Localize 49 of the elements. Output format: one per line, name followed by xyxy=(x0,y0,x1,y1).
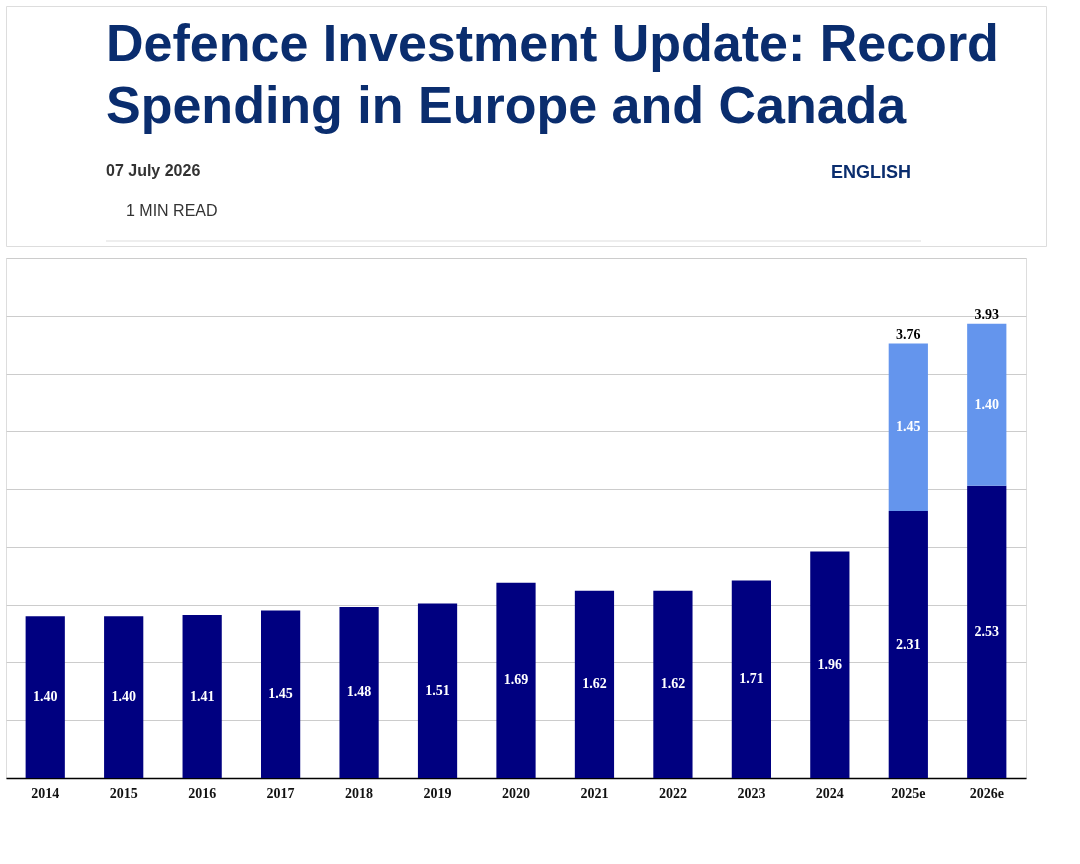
bar xyxy=(574,590,615,778)
data-label: 2.53 xyxy=(974,623,1000,639)
bar xyxy=(339,606,379,778)
bar xyxy=(888,343,928,512)
data-label: 1.69 xyxy=(503,672,529,688)
bar xyxy=(888,511,928,778)
bar xyxy=(496,582,536,778)
x-tick-label: 2016 xyxy=(188,785,217,801)
x-tick-label: 2026e xyxy=(969,785,1004,801)
bar xyxy=(25,616,65,778)
bar xyxy=(104,616,144,778)
bar xyxy=(967,485,1007,778)
bar xyxy=(967,323,1007,486)
x-tick-label: 2025e xyxy=(891,785,926,801)
data-label: 1.51 xyxy=(425,682,450,698)
data-label: 1.48 xyxy=(346,684,372,700)
total-label: 3.93 xyxy=(974,306,1000,322)
bar xyxy=(810,551,850,778)
bar xyxy=(182,615,222,778)
bar xyxy=(731,580,771,778)
x-tick-label: 2023 xyxy=(737,785,766,801)
data-label: 1.62 xyxy=(582,676,607,692)
x-tick-label: 2017 xyxy=(266,785,295,801)
text: 1 MIN READ xyxy=(126,202,218,219)
total-label: 3.76 xyxy=(896,326,921,342)
x-tick-label: 2020 xyxy=(502,785,530,801)
data-label: 1.40 xyxy=(32,689,58,705)
bar xyxy=(653,590,693,778)
data-label: 1.71 xyxy=(739,671,764,687)
x-tick-label: 2015 xyxy=(109,785,138,801)
text: ENGLISH xyxy=(830,162,911,182)
bar xyxy=(417,603,458,778)
data-label: 1.40 xyxy=(974,396,1000,412)
x-tick-label: 2021 xyxy=(580,785,609,801)
data-label: 1.41 xyxy=(189,688,215,704)
x-tick-label: 2018 xyxy=(345,785,374,801)
x-tick-label: 2022 xyxy=(658,785,687,801)
chart-title: Defence Investment Update: Record Spending in Europe and Canada xyxy=(106,14,999,134)
data-label: 1.62 xyxy=(660,676,686,692)
x-tick-label: 2024 xyxy=(815,785,844,801)
data-label: 2.31 xyxy=(896,636,921,652)
text: 07 July 2026 xyxy=(106,162,201,179)
data-label: 1.96 xyxy=(817,656,843,672)
x-tick-label: 2019 xyxy=(423,785,452,801)
x-tick-label: 2014 xyxy=(31,785,60,801)
data-label: 1.40 xyxy=(111,689,136,705)
bar xyxy=(261,610,301,778)
data-label: 1.45 xyxy=(896,419,921,435)
data-label: 1.45 xyxy=(268,686,293,702)
